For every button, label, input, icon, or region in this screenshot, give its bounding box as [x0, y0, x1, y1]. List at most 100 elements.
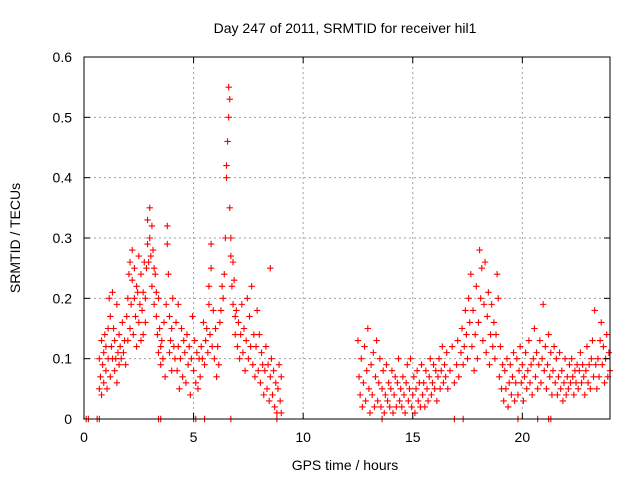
data-point	[153, 289, 160, 296]
data-point	[484, 313, 491, 320]
y-tick-label: 0.4	[53, 170, 73, 186]
data-point	[248, 283, 255, 290]
data-point	[240, 325, 248, 332]
data-point	[230, 277, 238, 284]
data-point	[406, 385, 413, 393]
data-point	[148, 283, 156, 290]
data-point	[481, 258, 489, 266]
data-point	[232, 331, 239, 338]
data-point	[138, 307, 146, 314]
data-point	[601, 379, 608, 386]
data-point	[215, 361, 222, 368]
x-tick-label: 0	[80, 429, 88, 445]
data-point	[533, 349, 540, 356]
data-point	[136, 301, 144, 308]
data-point	[389, 409, 397, 417]
data-point	[582, 367, 590, 374]
data-point	[166, 313, 173, 320]
data-point	[507, 361, 514, 368]
data-point	[567, 379, 574, 386]
data-point	[385, 379, 392, 386]
data-point	[370, 349, 377, 356]
data-point	[369, 391, 376, 399]
data-point	[419, 391, 426, 399]
data-point	[373, 337, 380, 344]
data-point	[144, 240, 151, 248]
data-point	[468, 343, 476, 350]
data-point	[478, 264, 485, 272]
data-point	[546, 373, 553, 380]
data-point	[482, 349, 490, 356]
data-point	[367, 361, 375, 368]
data-point	[271, 403, 278, 411]
data-point	[97, 373, 104, 380]
data-point	[142, 319, 149, 326]
data-point	[541, 367, 548, 374]
data-point	[420, 379, 427, 386]
data-point	[504, 403, 512, 411]
chart-title: Day 247 of 2011, SRMTID for receiver hil…	[214, 20, 477, 36]
data-point	[160, 319, 168, 326]
data-point	[516, 343, 524, 350]
data-point	[433, 397, 441, 405]
data-point	[116, 343, 124, 350]
data-point	[449, 343, 456, 350]
data-point	[589, 337, 596, 344]
data-point	[404, 361, 411, 368]
data-point	[564, 373, 571, 380]
data-point	[154, 331, 161, 338]
data-point	[561, 355, 569, 362]
data-point	[505, 379, 513, 386]
data-point	[436, 385, 444, 393]
data-point	[530, 355, 537, 362]
data-point	[526, 379, 534, 386]
data-point	[596, 337, 604, 344]
data-point	[214, 343, 221, 350]
data-point	[222, 234, 229, 242]
data-point	[115, 361, 123, 368]
data-point	[485, 289, 492, 296]
data-point	[464, 355, 471, 362]
data-point	[210, 307, 217, 314]
data-point	[270, 367, 277, 374]
data-point	[542, 343, 549, 350]
data-point	[181, 349, 189, 356]
data-point	[520, 397, 527, 405]
data-point	[514, 391, 522, 399]
data-point	[474, 355, 481, 362]
data-point	[500, 397, 507, 405]
data-point	[415, 397, 422, 405]
data-point	[559, 397, 567, 405]
data-point	[142, 295, 149, 302]
data-point	[355, 373, 363, 380]
data-point	[363, 367, 370, 374]
data-point	[400, 391, 408, 399]
data-point	[131, 295, 138, 302]
data-point	[408, 403, 415, 411]
data-point	[394, 379, 401, 386]
data-point	[465, 295, 472, 302]
data-point	[547, 349, 555, 356]
data-point	[189, 313, 196, 320]
data-point	[183, 331, 191, 338]
data-point	[392, 373, 399, 380]
data-point	[209, 343, 216, 350]
data-point	[387, 385, 395, 393]
data-point	[218, 283, 226, 290]
data-point	[177, 355, 184, 362]
data-point	[570, 391, 578, 399]
data-point	[233, 307, 240, 314]
data-point	[510, 349, 517, 356]
y-tick-label: 0.3	[53, 230, 73, 246]
data-point	[473, 283, 480, 290]
data-point	[267, 373, 274, 380]
data-point	[193, 349, 201, 356]
data-point	[176, 385, 183, 393]
data-point	[125, 271, 133, 278]
data-point	[444, 385, 452, 393]
data-point	[223, 162, 230, 169]
data-point	[259, 361, 266, 368]
data-point	[242, 337, 250, 344]
data-point	[224, 138, 231, 145]
